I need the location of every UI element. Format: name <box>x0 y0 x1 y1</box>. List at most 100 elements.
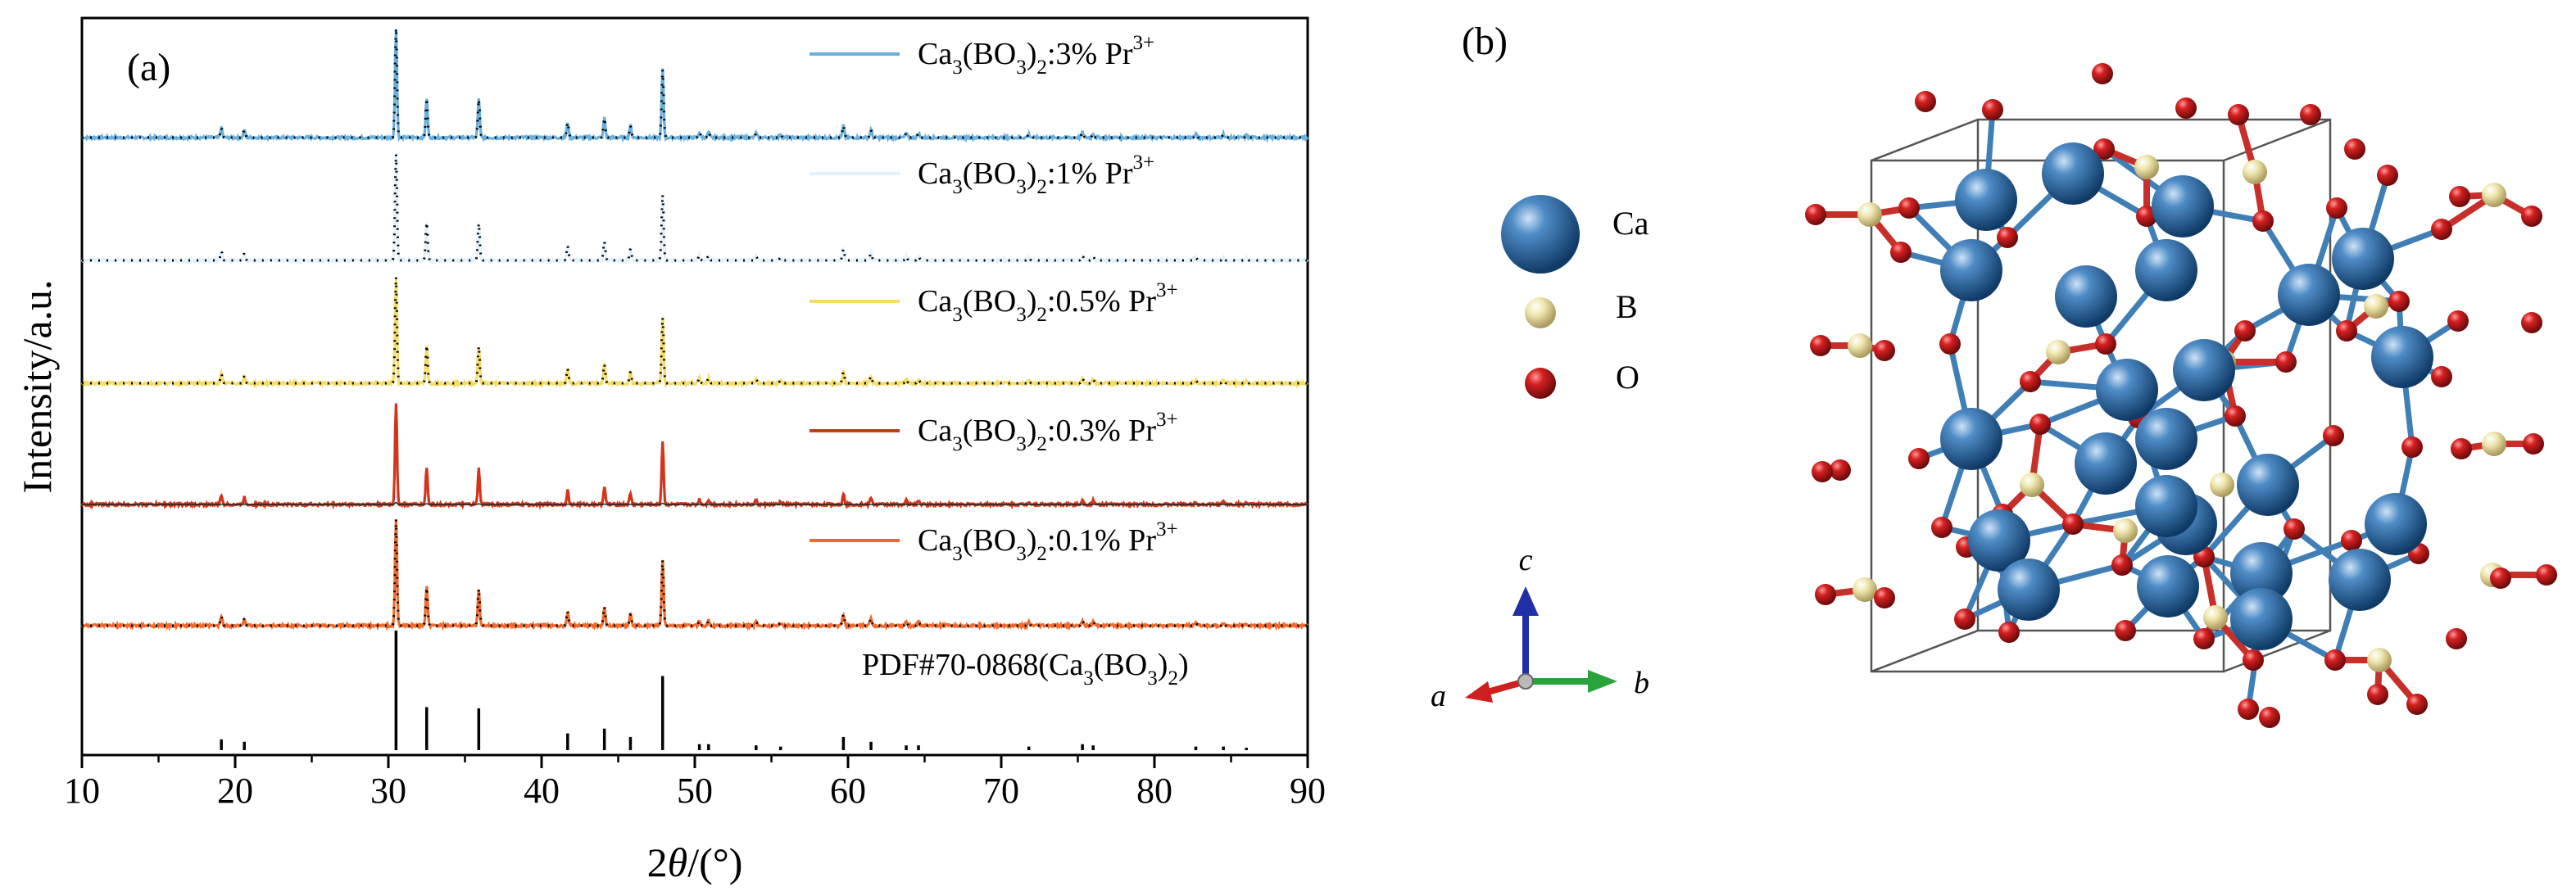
x-tick-label: 50 <box>677 771 713 811</box>
xrd-chart: 10 20 30 40 50 60 70 80 90 Ca3(BO3)2:3% Pr3+Ca3(… <box>14 16 1326 885</box>
b-atom <box>2210 473 2234 497</box>
b-atom <box>2482 432 2506 456</box>
o-atom <box>1812 461 1833 482</box>
b-atom <box>1853 577 1877 602</box>
o-atom <box>2115 620 2136 641</box>
o-atom <box>2275 351 2297 373</box>
o-atom <box>2323 425 2344 446</box>
o-atom <box>2062 513 2084 535</box>
x-tick-label: 60 <box>830 771 866 811</box>
b-axis-label: b <box>1634 666 1649 700</box>
o-atom <box>2490 568 2511 589</box>
o-atom <box>2447 310 2469 332</box>
o-atom <box>2228 104 2249 125</box>
ca-atom <box>2332 228 2394 290</box>
o-atom <box>2300 104 2321 125</box>
b-label: B <box>1616 288 1638 325</box>
legend-label: Ca3(BO3)2:1% Pr3+ <box>918 152 1154 198</box>
ca-atom <box>2237 454 2299 516</box>
series-trace <box>80 403 1308 510</box>
b-atom <box>2243 160 2267 184</box>
o-atom <box>2336 320 2357 341</box>
o-atom <box>1939 333 1961 355</box>
o-atom <box>2377 165 2398 186</box>
o-atom <box>1954 608 1975 630</box>
legend-label: Ca3(BO3)2:3% Pr3+ <box>918 32 1154 79</box>
b-atom <box>2020 473 2044 497</box>
o-atom <box>1805 204 1826 225</box>
baseline-trace <box>82 501 1308 505</box>
series-legend: Ca3(BO3)2:3% Pr3+ Ca3(BO3)2:1% Pr3+ Ca3(BO… <box>810 32 1189 690</box>
b-atom-swatch <box>1525 297 1556 328</box>
b-atom <box>1857 202 1882 227</box>
series-trace <box>80 276 1308 389</box>
o-atom <box>1874 587 1895 608</box>
b-atom <box>1848 333 1872 358</box>
x-axis-label: 2θ/(°) <box>647 839 743 885</box>
legend-label: Ca3(BO3)2:0.5% Pr3+ <box>918 279 1178 326</box>
ca-atom <box>2135 239 2197 301</box>
series-trace <box>80 152 1309 266</box>
plot-frame <box>80 16 1309 757</box>
o-atom <box>2092 63 2113 84</box>
ca-atom <box>1940 239 2002 301</box>
o-atom <box>2523 433 2544 455</box>
o-atom <box>2324 649 2346 671</box>
o-atom <box>2521 206 2542 227</box>
ca-atom <box>2042 142 2104 205</box>
o-atom <box>2431 366 2452 387</box>
o-atom <box>1810 335 1831 356</box>
legend-label: Ca3(BO3)2:0.1% Pr3+ <box>918 518 1178 565</box>
b-atom <box>2134 155 2159 179</box>
b-atom <box>2367 648 2392 672</box>
o-atom <box>2449 186 2470 207</box>
o-atom <box>2521 312 2542 333</box>
o-atom <box>1982 99 2003 120</box>
o-atom <box>1898 197 1920 219</box>
x-tick-label: 70 <box>983 771 1019 811</box>
o-atom <box>2243 649 2264 671</box>
ca-atom <box>1968 509 2030 572</box>
o-atom <box>2283 518 2305 540</box>
origin-dot <box>1517 673 1534 690</box>
x-tick-label: 20 <box>217 771 253 811</box>
o-atom <box>2225 405 2246 427</box>
ca-atom <box>2096 359 2158 421</box>
calculated-pattern <box>82 27 1308 139</box>
panel-a-label: (a) <box>127 46 170 89</box>
o-atom <box>1915 91 1936 112</box>
o-atom <box>2259 707 2280 728</box>
ca-atom <box>1955 169 2017 231</box>
o-atom <box>2388 291 2410 312</box>
experimental-pattern <box>80 152 1309 266</box>
ca-atom-swatch <box>1501 195 1580 274</box>
o-atom <box>2193 628 2215 649</box>
ca-atom <box>2278 264 2340 326</box>
ca-atom <box>1998 559 2060 621</box>
o-atom <box>1931 517 1952 538</box>
o-label: O <box>1616 359 1639 396</box>
o-atom <box>2252 210 2274 232</box>
c-axis-label: c <box>1519 543 1533 577</box>
o-atom <box>2093 138 2115 160</box>
experimental-pattern <box>80 518 1308 631</box>
x-tick-label: 40 <box>524 771 560 811</box>
ca-label: Ca <box>1612 205 1649 242</box>
x-tick-label: 80 <box>1136 771 1172 811</box>
o-atom <box>2020 371 2041 392</box>
x-axis: 10 20 30 40 50 60 70 80 90 <box>64 755 1326 811</box>
o-atom <box>2111 554 2133 576</box>
o-atom <box>1890 242 1912 263</box>
b-atom <box>2364 294 2388 319</box>
ca-atom <box>2230 542 2293 604</box>
x-tick-label: 90 <box>1290 771 1326 811</box>
o-atom <box>2536 564 2557 586</box>
crystal-structure-model <box>1805 63 2557 728</box>
legend-label: PDF#70-0868(Ca3(BO3)2) <box>862 648 1189 690</box>
o-atom <box>1997 227 2018 248</box>
b-atom <box>2046 340 2070 364</box>
o-atom-swatch <box>1525 368 1556 399</box>
ca-atom <box>2371 326 2433 388</box>
ca-atom <box>2365 493 2427 555</box>
